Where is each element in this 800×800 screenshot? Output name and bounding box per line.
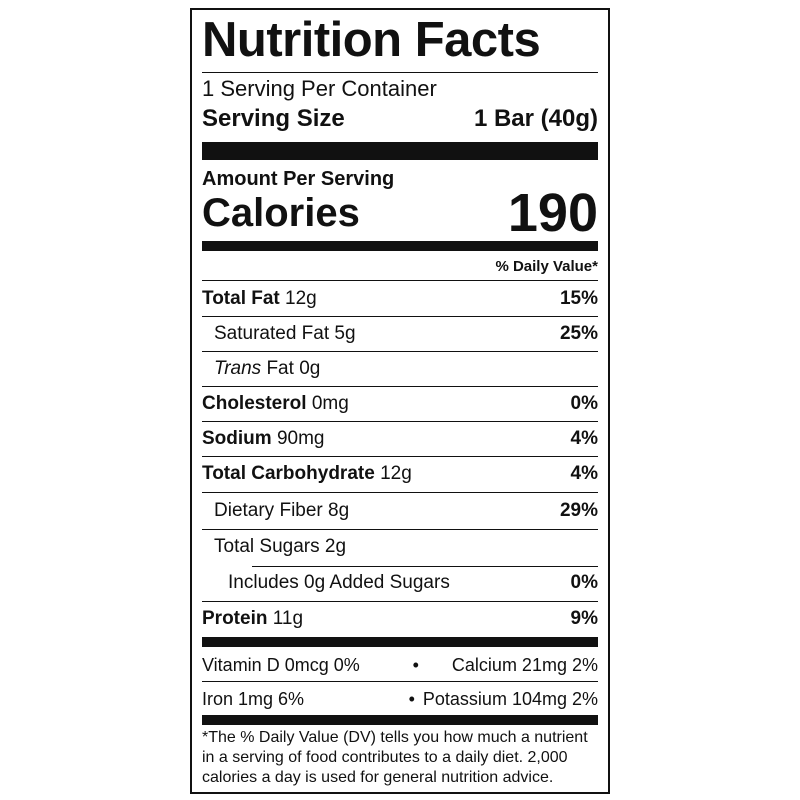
- vitamin: Vitamin D 0mcg 0%: [202, 654, 360, 675]
- footnote: *The % Daily Value (DV) tells you how mu…: [202, 728, 598, 788]
- amount: 0mg: [311, 393, 349, 414]
- vitamin: Potassium 104mg 2%: [422, 688, 598, 709]
- nutrient-italic: Trans: [214, 358, 262, 379]
- dv-header: % Daily Value*: [495, 258, 598, 275]
- dv: 4%: [570, 428, 598, 449]
- amount: 90mg: [276, 428, 325, 449]
- amount: 0g: [299, 358, 321, 379]
- serving-size-label: Serving Size: [202, 105, 345, 132]
- nutrient: Saturated Fat: [214, 323, 330, 344]
- nutrient: Total Sugars: [214, 536, 320, 557]
- dv: 0%: [570, 393, 598, 414]
- amount: 12g: [380, 463, 412, 484]
- dv: 0%: [570, 572, 598, 593]
- amount: 5g: [334, 323, 356, 344]
- nutrient: Fat: [266, 358, 294, 379]
- calories-value: 190: [507, 183, 598, 243]
- serving-size: Serving Size 1 Bar (40g): [202, 102, 598, 136]
- amount: 12g: [285, 288, 317, 309]
- serving-size-value: 1 Bar (40g): [473, 105, 598, 132]
- nutrient: Dietary Fiber: [214, 500, 323, 521]
- servings: 1 Serving Per Container: [202, 76, 437, 101]
- calories-label: Calories: [202, 190, 360, 235]
- amount: 11g: [272, 608, 304, 629]
- calories-row: Calories 190: [202, 183, 598, 243]
- amount-per-serving: Amount Per Serving: [202, 168, 395, 190]
- nutrient: Includes 0g Added Sugars: [228, 572, 450, 593]
- nutrient: Total Fat: [202, 288, 280, 309]
- dv: 15%: [559, 288, 598, 309]
- dv: 9%: [570, 608, 598, 629]
- nutrient: Sodium: [202, 428, 272, 449]
- label: Nutrition Facts 1 Serving Per Container …: [190, 8, 610, 794]
- title: Nutrition Facts: [202, 13, 541, 67]
- vitamin: Iron 1mg 6%: [202, 688, 305, 709]
- nutrient: Protein: [202, 608, 268, 629]
- nutrient: Total Carbohydrate: [202, 463, 375, 484]
- amount: 8g: [328, 500, 350, 521]
- vitamin: Calcium 21mg 2%: [451, 654, 598, 675]
- nutrient: Cholesterol: [202, 393, 307, 414]
- footnote-line: in a serving of food contributes to a da…: [202, 749, 568, 766]
- amount: 2g: [324, 536, 347, 557]
- footnote-line: *The % Daily Value (DV) tells you how mu…: [202, 729, 588, 746]
- dv: 4%: [570, 463, 598, 484]
- dv: 29%: [559, 500, 598, 521]
- footnote-line: calories a day is used for general nutri…: [202, 769, 554, 786]
- dv: 25%: [559, 323, 598, 344]
